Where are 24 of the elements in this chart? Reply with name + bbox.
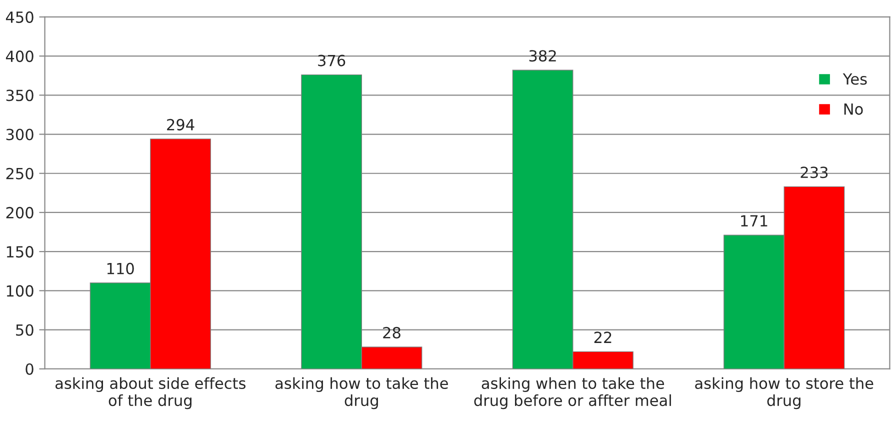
y-tick-label: 100 bbox=[6, 285, 34, 297]
data-label: 294 bbox=[167, 118, 194, 130]
x-tick-label: asking about side effects of the drug bbox=[56, 377, 246, 410]
x-tick-label: asking when to take the drug before or affter meal bbox=[474, 377, 671, 410]
y-tick-label: 450 bbox=[6, 11, 34, 23]
data-label: 376 bbox=[318, 54, 346, 66]
y-tick-label: 250 bbox=[6, 168, 34, 180]
data-label: 28 bbox=[383, 326, 400, 338]
y-tick-label: 50 bbox=[16, 324, 34, 336]
data-label: 110 bbox=[107, 262, 134, 274]
data-label: 382 bbox=[529, 50, 556, 62]
y-tick-label: 200 bbox=[6, 206, 34, 218]
legend-label: No bbox=[844, 103, 863, 115]
data-label: 171 bbox=[741, 215, 768, 226]
legend-label: Yes bbox=[842, 73, 867, 85]
x-tick-label: asking how to take the drug bbox=[275, 377, 448, 410]
x-tick-label: asking how to store the drug bbox=[695, 377, 874, 410]
data-label: 22 bbox=[594, 332, 612, 343]
y-tick-label: 150 bbox=[6, 246, 34, 258]
y-tick-label: 400 bbox=[6, 50, 34, 62]
y-tick-label: 0 bbox=[26, 363, 34, 375]
y-tick-label: 350 bbox=[6, 90, 34, 102]
y-tick-label: 300 bbox=[6, 128, 34, 140]
data-label: 233 bbox=[800, 166, 828, 178]
